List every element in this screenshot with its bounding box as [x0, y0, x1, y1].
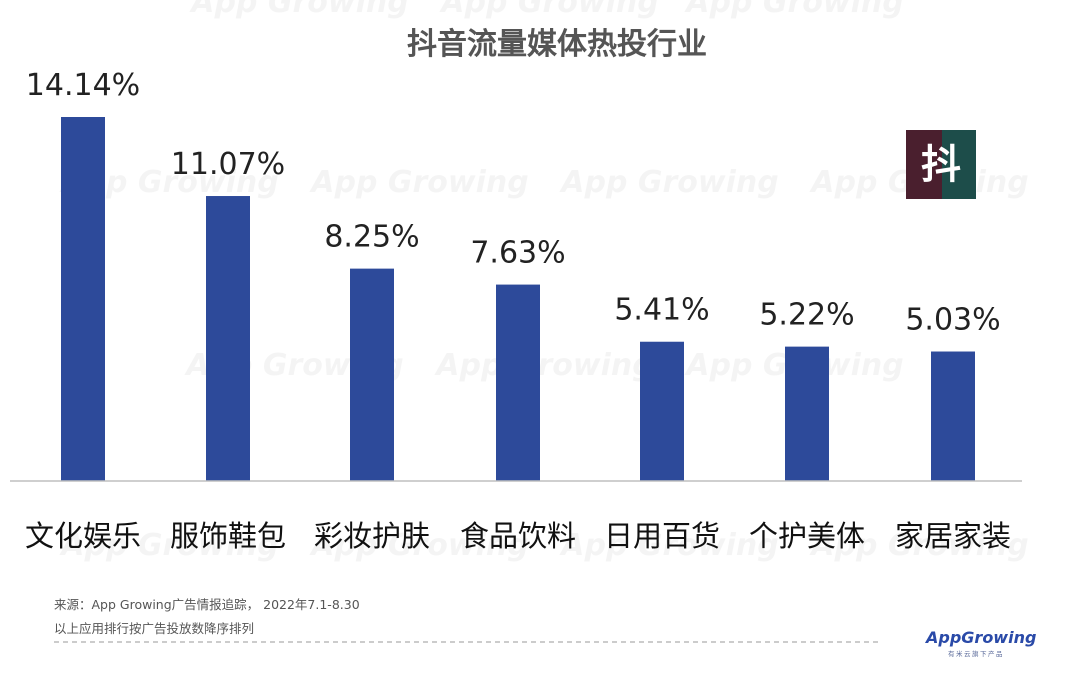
- category-label: 家居家装: [895, 519, 1011, 553]
- watermark-text: App Growing: [309, 165, 528, 200]
- svg-text:AppGrowing: AppGrowing: [924, 628, 1036, 647]
- category-label: 彩妆护肤: [314, 519, 430, 553]
- watermark-text: App Growing: [684, 0, 903, 20]
- douyin-badge-icon: 抖: [906, 130, 976, 199]
- value-label: 7.63%: [470, 236, 565, 271]
- bar-2: [206, 196, 250, 481]
- watermark-text: App Growing: [559, 528, 778, 563]
- bar-5: [640, 341, 684, 481]
- watermark-layer: App Growing App Growing App Growing App Gro…: [59, 0, 1028, 563]
- watermark-text: App Growing: [809, 528, 1028, 563]
- watermark-text: App Growing: [189, 0, 408, 20]
- watermark-text: App Growing: [439, 0, 658, 20]
- category-label: 食品饮料: [460, 519, 576, 553]
- watermark-text: App Growing: [434, 348, 653, 383]
- chart-title: 抖音流量媒体热投行业: [407, 27, 707, 62]
- bar-series: [61, 117, 975, 481]
- category-label: 服饰鞋包: [170, 519, 286, 553]
- value-label: 11.07%: [171, 147, 285, 182]
- value-label: 5.22%: [759, 298, 854, 333]
- note-text: 以上应用排行按广告投放数降序排列: [54, 621, 254, 636]
- svg-text:有米云旗下产品: 有米云旗下产品: [948, 649, 1004, 658]
- category-label: 个护美体: [749, 519, 865, 553]
- value-labels: 14.14% 11.07% 8.25% 7.63% 5.41% 5.22% 5.03%: [26, 68, 1001, 338]
- category-label: 文化娱乐: [25, 519, 141, 553]
- bar-1: [61, 117, 105, 481]
- bar-3: [350, 268, 394, 481]
- watermark-text: App Growing: [59, 528, 278, 563]
- badge-char: 抖: [921, 142, 961, 188]
- value-label: 5.03%: [905, 303, 1000, 338]
- appgrowing-logo: AppGrowing 有米云旗下产品: [924, 628, 1036, 658]
- watermark-text: App Growing: [559, 165, 778, 200]
- source-text: 来源：App Growing广告情报追踪， 2022年7.1-8.30: [54, 597, 360, 612]
- value-label: 8.25%: [324, 220, 419, 255]
- category-label: 日用百货: [604, 519, 720, 553]
- value-label: 5.41%: [614, 293, 709, 328]
- category-labels: 文化娱乐 服饰鞋包 彩妆护肤 食品饮料 日用百货 个护美体 家居家装: [25, 519, 1011, 553]
- bar-6: [785, 346, 829, 481]
- watermark-text: App Growing: [309, 528, 528, 563]
- bar-7: [931, 351, 975, 481]
- bar-4: [496, 284, 540, 481]
- value-label: 14.14%: [26, 68, 140, 103]
